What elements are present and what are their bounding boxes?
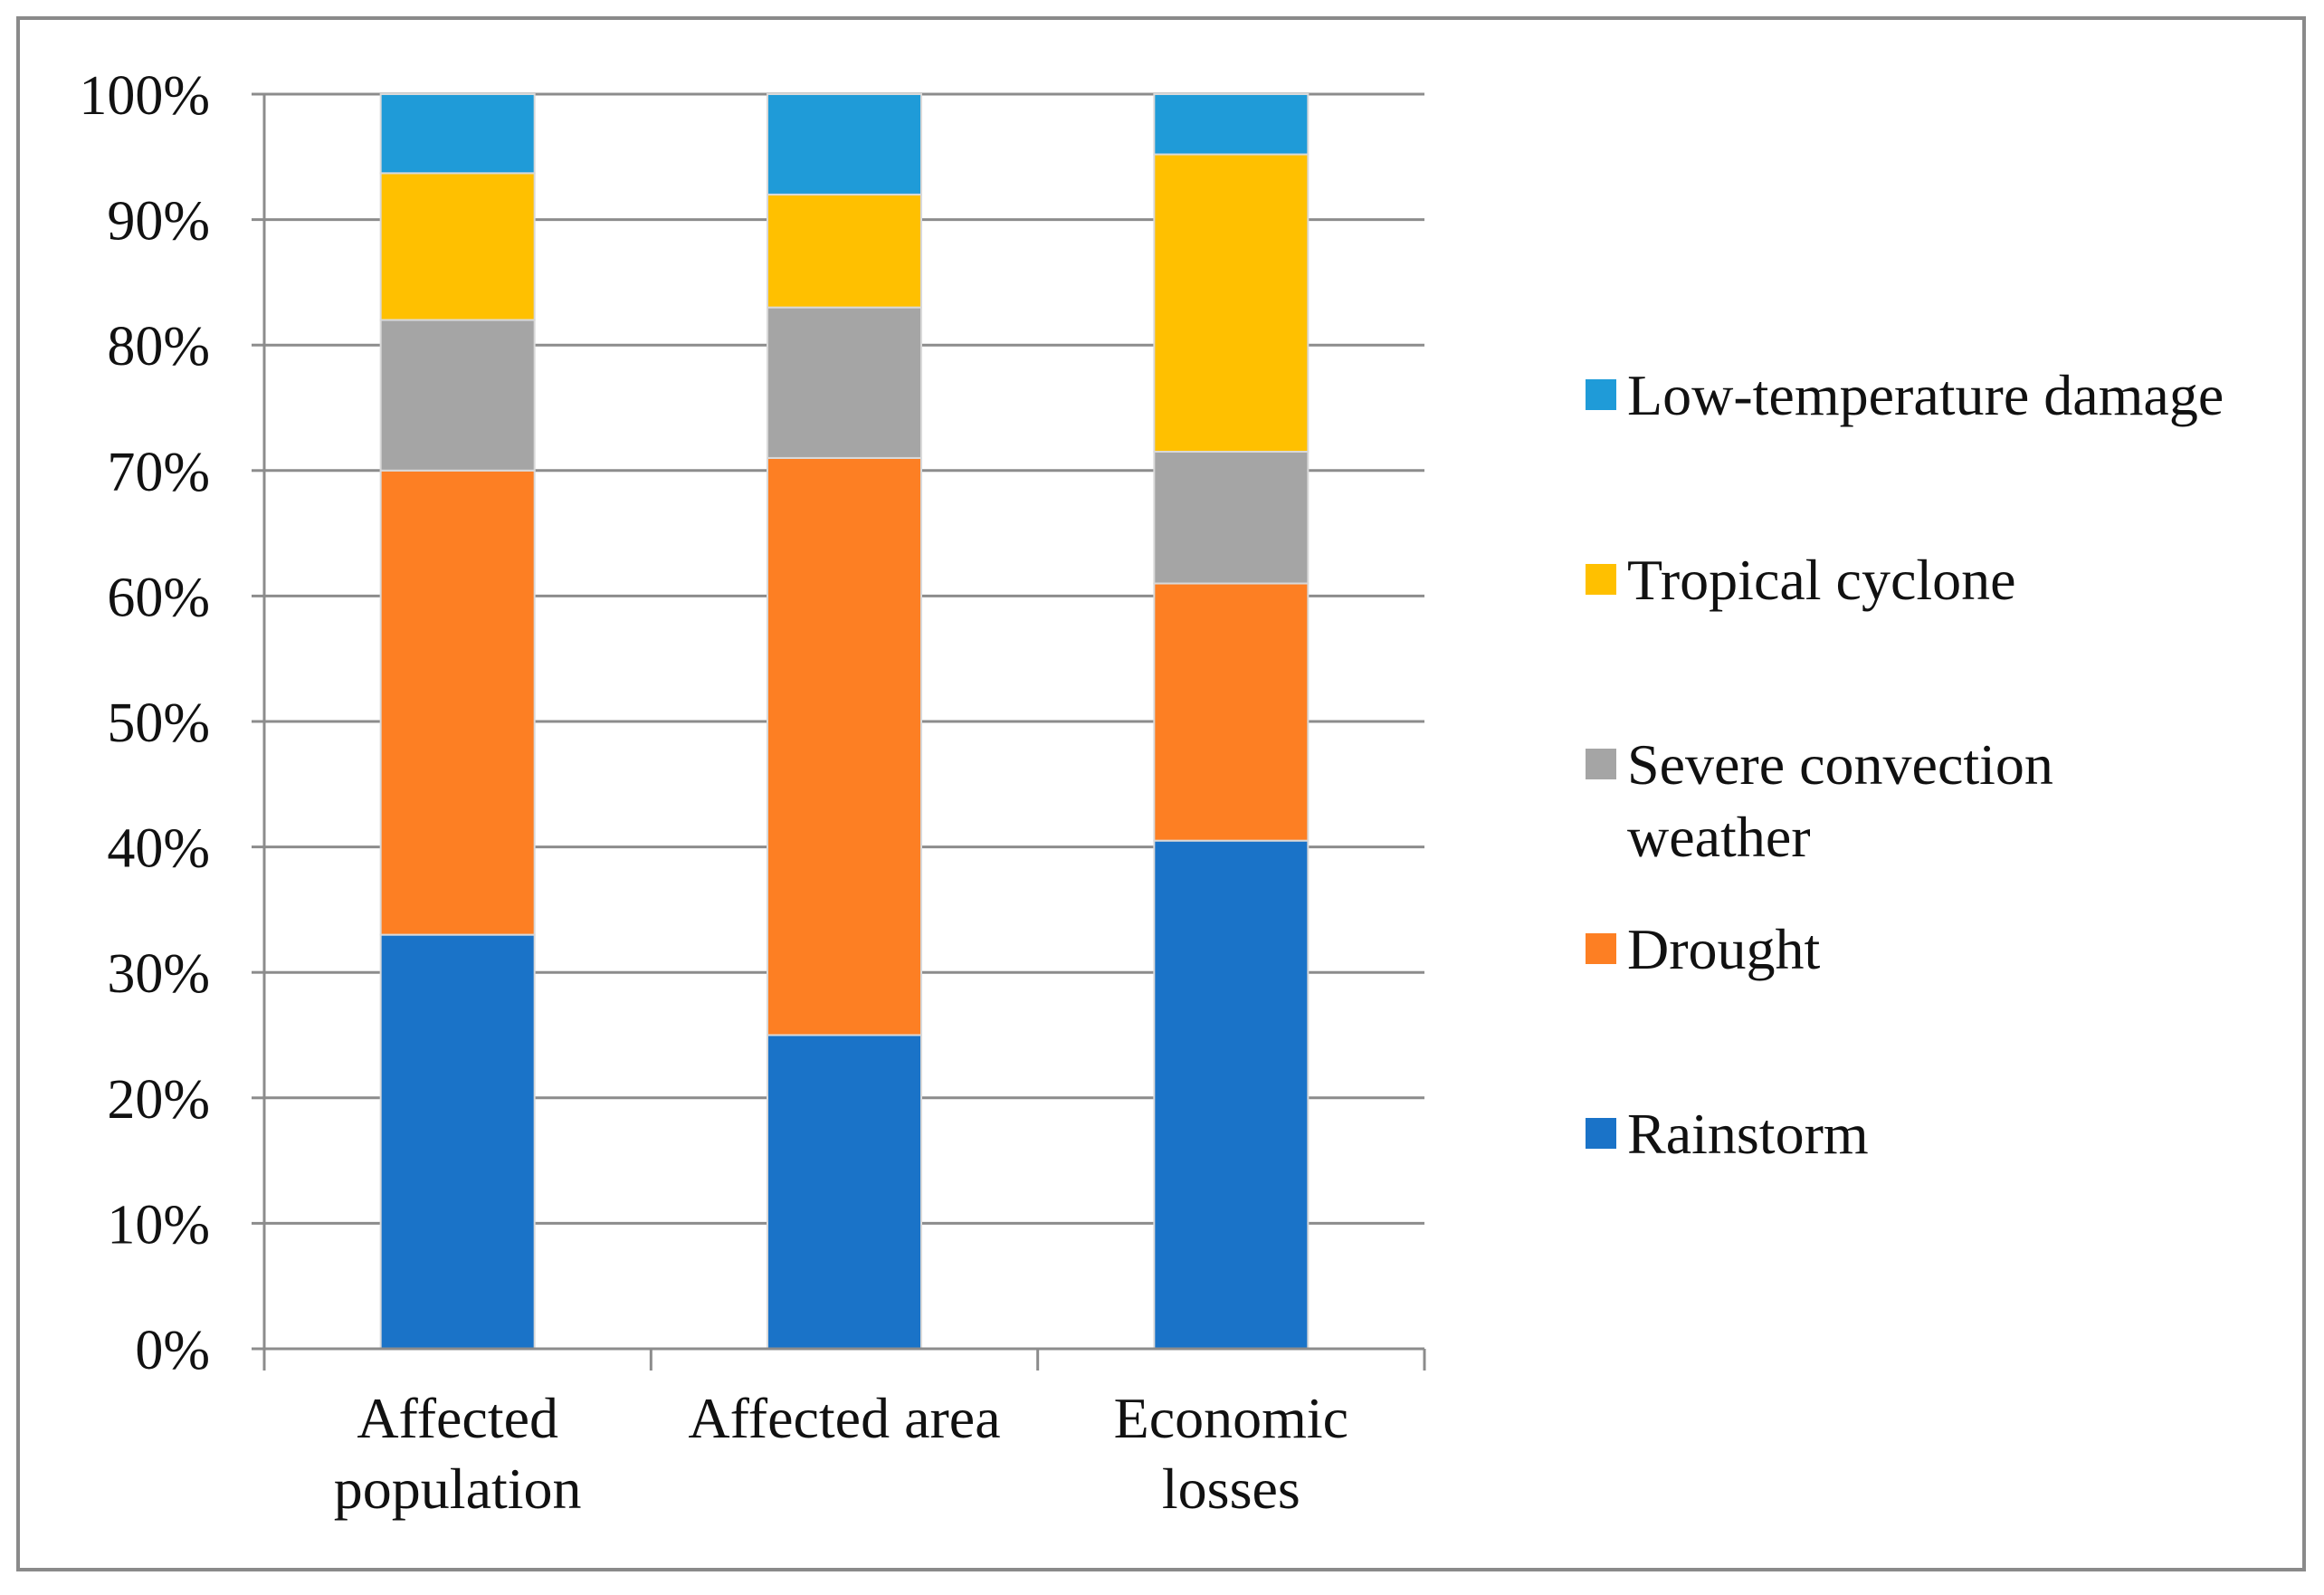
bar-segment-rainstorm <box>379 933 536 1350</box>
y-tick-label: 20% <box>107 1069 210 1131</box>
y-tick-label: 30% <box>107 943 210 1005</box>
bar-segment-severe-convection-weather <box>1153 451 1310 585</box>
bar-segment-severe-convection-weather <box>767 306 922 459</box>
x-category-label: Affected area <box>688 1386 1000 1450</box>
legend-swatch-severe-convection-weather <box>1586 749 1616 779</box>
legend-label: Drought <box>1627 917 1821 981</box>
y-tick-label: 100% <box>79 65 210 127</box>
x-category-label: Affected population <box>334 1386 582 1521</box>
bar-segment-rainstorm <box>767 1034 922 1350</box>
legend-label: Low-temperature damage <box>1627 363 2224 427</box>
bar-segment-tropical-cyclone <box>1153 153 1310 454</box>
bar-segment-severe-convection-weather <box>379 319 536 472</box>
bar-segment-drought <box>767 456 922 1036</box>
legend: Low-temperature damage Tropical cyclone Se… <box>1586 363 2224 1166</box>
x-category-labels: Affected population Affected area Economic l… <box>334 1386 1348 1521</box>
x-category-label: Economic losses <box>1114 1386 1348 1521</box>
legend-label: Severe convection weather <box>1627 732 2053 869</box>
legend-swatch-drought <box>1586 933 1616 964</box>
legend-swatch-low-temperature-damage <box>1586 379 1616 410</box>
bar-segment-tropical-cyclone <box>379 172 536 321</box>
y-tick-label: 10% <box>107 1194 210 1256</box>
bar-segment-low-temperature-damage <box>379 93 536 175</box>
bars <box>379 93 1310 1350</box>
y-tick-label: 90% <box>107 191 210 253</box>
legend-label: Rainstorm <box>1627 1102 1869 1166</box>
bar-segment-tropical-cyclone <box>767 193 922 309</box>
y-tick-label: 50% <box>107 692 210 754</box>
bar-segment-rainstorm <box>1153 839 1310 1350</box>
legend-swatch-tropical-cyclone <box>1586 564 1616 595</box>
y-tick-label: 70% <box>107 442 210 503</box>
legend-label: Tropical cyclone <box>1627 548 2016 612</box>
y-tick-labels: 0% 10% 20% 30% 40% 50% 60% 70% 80% 90% 100% <box>79 65 210 1381</box>
axes <box>252 92 1426 1371</box>
bar-segment-drought <box>1153 582 1310 842</box>
bar-segment-low-temperature-damage <box>1153 93 1310 156</box>
y-tick-label: 80% <box>107 316 210 377</box>
y-tick-label: 0% <box>135 1320 210 1381</box>
legend-swatch-rainstorm <box>1586 1118 1616 1149</box>
y-tick-label: 60% <box>107 567 210 628</box>
y-tick-label: 40% <box>107 818 210 880</box>
bar-segment-drought <box>379 469 536 936</box>
bar-segment-low-temperature-damage <box>767 93 922 196</box>
